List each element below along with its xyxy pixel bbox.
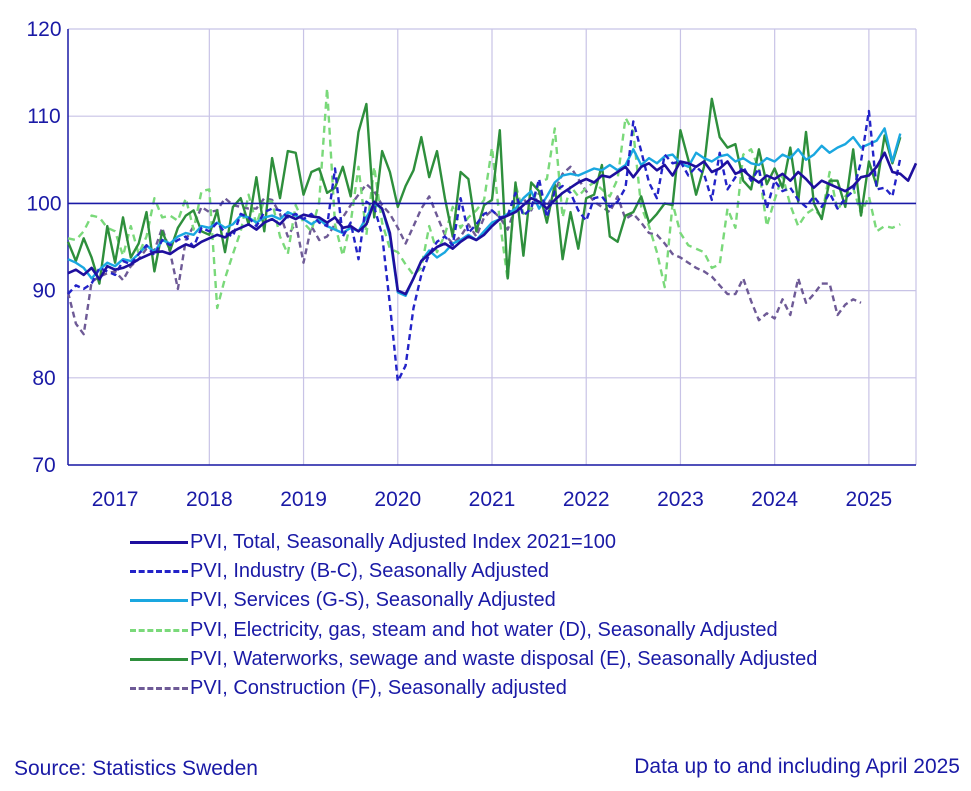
x-tick-label: 2022 [563, 488, 610, 511]
legend-swatch [130, 687, 188, 691]
x-tick-label: 2018 [186, 488, 233, 511]
legend-item-services: PVI, Services (G-S), Seasonally Adjusted [130, 586, 817, 615]
x-tick-label: 2025 [846, 488, 893, 511]
legend-swatch [130, 599, 188, 603]
x-tick-label: 2017 [92, 488, 139, 511]
series-line-total [67, 151, 918, 296]
x-tick-label: 2019 [280, 488, 327, 511]
data-coverage-note: Data up to and including April 2025 [634, 755, 960, 778]
y-tick-label: 120 [26, 18, 61, 41]
legend-label: PVI, Construction (F), Seasonally adjust… [190, 677, 567, 700]
legend-item-water: PVI, Waterworks, sewage and waste dispos… [130, 645, 817, 674]
x-tick-label: 2020 [374, 488, 421, 511]
legend-item-electricity: PVI, Electricity, gas, steam and hot wat… [130, 616, 817, 645]
y-tick-label: 70 [32, 454, 55, 477]
x-tick-label: 2024 [751, 488, 798, 511]
legend-swatch [130, 628, 188, 632]
legend-swatch [130, 570, 188, 574]
y-tick-label: 90 [32, 280, 55, 303]
x-tick-label: 2023 [657, 488, 704, 511]
legend-item-construction: PVI, Construction (F), Seasonally adjust… [130, 674, 817, 703]
legend-swatch [130, 657, 188, 661]
legend-label: PVI, Electricity, gas, steam and hot wat… [190, 618, 778, 641]
y-tick-label: 110 [27, 105, 60, 128]
legend: PVI, Total, Seasonally Adjusted Index 20… [130, 528, 817, 703]
series-line-water [66, 97, 902, 285]
y-tick-label: 100 [26, 192, 61, 215]
legend-label: PVI, Total, Seasonally Adjusted Index 20… [190, 531, 617, 554]
source-note: Source: Statistics Sweden [14, 757, 258, 780]
x-tick-label: 2021 [469, 488, 516, 511]
legend-item-industry: PVI, Industry (B-C), Seasonally Adjusted [130, 557, 817, 586]
line-chart: 70 80 90 100 110 120 2017 2018 2019 2020 2021 2022 2… [26, 18, 918, 511]
legend-swatch [130, 541, 188, 545]
series-line-services [67, 127, 902, 297]
series-line-electricity [67, 87, 901, 310]
y-tick-label: 80 [32, 367, 55, 390]
legend-label: PVI, Services (G-S), Seasonally Adjusted [190, 589, 556, 612]
series-line-construction [66, 165, 862, 336]
legend-label: PVI, Industry (B-C), Seasonally Adjusted [190, 560, 550, 583]
legend-label: PVI, Waterworks, sewage and waste dispos… [190, 647, 818, 670]
legend-item-total: PVI, Total, Seasonally Adjusted Index 20… [130, 528, 817, 557]
